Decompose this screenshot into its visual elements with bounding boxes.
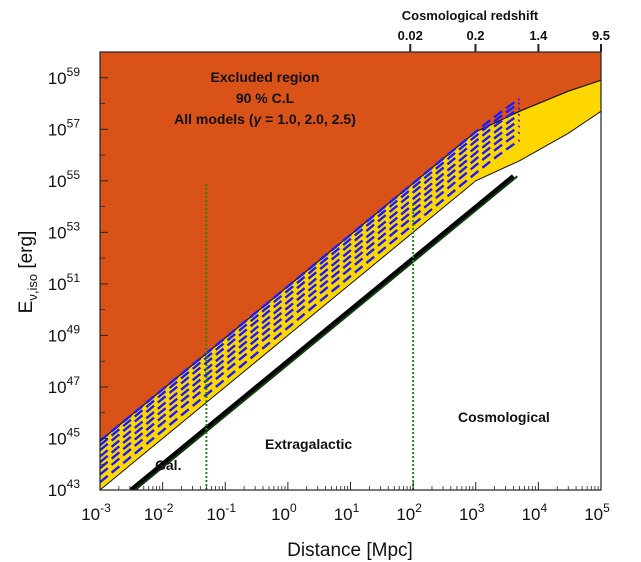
y-tick-label: 1043 xyxy=(48,477,81,500)
band-lower-boundary-line xyxy=(100,110,601,490)
model-dashed-line-5 xyxy=(100,113,521,458)
model-dashed-line-8 xyxy=(100,97,521,442)
model-dashed-line-6 xyxy=(100,107,521,452)
cosmological-label: Cosmological xyxy=(458,409,550,425)
y-tick-label: 1057 xyxy=(48,116,81,139)
x-tick-label: 103 xyxy=(459,501,485,524)
y-tick-label: 1053 xyxy=(48,219,81,242)
models-label-post: = 1.0, 2.0, 2.5) xyxy=(261,111,356,127)
gamma-symbol: γ xyxy=(254,111,263,127)
top-tick-label: 0.2 xyxy=(466,28,484,43)
extragalactic-label: Extragalactic xyxy=(265,436,352,452)
confidence-level-label: 90 % C.L xyxy=(236,90,295,106)
x-tick-label: 10-1 xyxy=(206,501,236,524)
x-tick-label: 102 xyxy=(396,501,422,524)
limit-black-line xyxy=(129,174,516,490)
top-tick-label: 9.5 xyxy=(592,28,610,43)
models-label: All models (γ = 1.0, 2.0, 2.5) xyxy=(174,111,356,127)
x-axis-title: Distance [Mpc] xyxy=(287,540,413,561)
y-tick-label: 1047 xyxy=(48,374,81,397)
top-tick-label: 1.4 xyxy=(529,28,548,43)
limit-dark-green-line xyxy=(134,175,518,490)
y-axis-title-unit: [erg] xyxy=(16,231,37,274)
galactic-label: Gal. xyxy=(155,457,181,473)
y-tick-label: 1049 xyxy=(48,322,81,345)
y-tick-label: 1045 xyxy=(48,425,81,448)
y-axis-title-main: E xyxy=(16,301,37,314)
y-tick-label: 1059 xyxy=(48,65,81,88)
allowed-band-area xyxy=(100,80,601,490)
model-dashed-line-2 xyxy=(100,131,521,476)
x-tick-label: 105 xyxy=(584,501,610,524)
model-dashed-line-3 xyxy=(100,125,521,470)
top-axis-title: Cosmological redshift xyxy=(402,8,539,23)
y-tick-label: 1055 xyxy=(48,168,81,191)
y-axis-title-sub: ν,iso xyxy=(25,274,40,301)
top-tick-label: 0.02 xyxy=(398,28,423,43)
x-tick-label: 10-2 xyxy=(144,501,174,524)
model-dashed-line-7 xyxy=(100,102,521,447)
y-axis-title: Eν,iso [erg] xyxy=(16,231,40,314)
model-dashed-line-1 xyxy=(100,139,521,484)
x-tick-label: 100 xyxy=(271,501,297,524)
excluded-region-label: Excluded region xyxy=(211,69,320,85)
y-tick-label: 1051 xyxy=(48,271,81,294)
x-tick-label: 101 xyxy=(334,501,360,524)
excluded-region-area xyxy=(100,52,601,441)
models-label-pre: All models ( xyxy=(174,111,254,127)
x-tick-label: 104 xyxy=(522,501,548,524)
x-tick-label: 10-3 xyxy=(81,501,111,524)
model-dashed-line-4 xyxy=(100,119,521,464)
